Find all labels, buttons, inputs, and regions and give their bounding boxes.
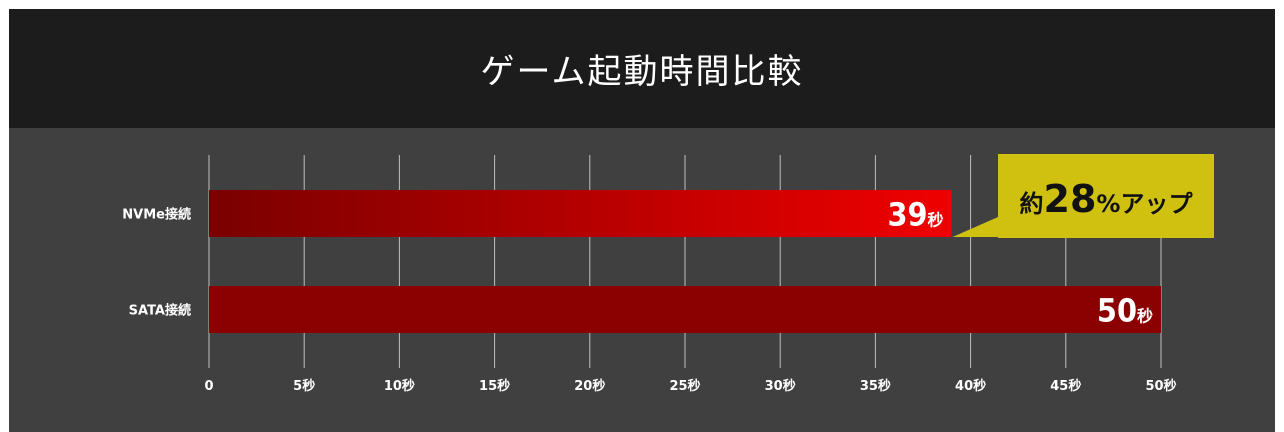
bar-value-label: 50秒 — [1097, 292, 1153, 330]
x-tick-label: 10秒 — [384, 378, 415, 394]
x-tick-label: 0 — [204, 379, 213, 394]
x-tick-label: 40秒 — [955, 378, 986, 394]
bar-nvme — [209, 190, 952, 237]
chart-header: ゲーム起動時間比較 — [9, 9, 1275, 128]
x-tick-label: 50秒 — [1145, 378, 1176, 394]
callout-text: 約28%アップ — [1020, 177, 1194, 221]
category-label: NVMe接続 — [122, 207, 191, 223]
bar-value-label: 39秒 — [887, 196, 943, 234]
x-tick-label: 15秒 — [479, 378, 510, 394]
x-tick-label: 30秒 — [765, 378, 796, 394]
x-tick-label: 35秒 — [860, 378, 891, 394]
category-label: SATA接続 — [129, 303, 191, 319]
callout-pointer — [952, 217, 998, 237]
x-tick-label: 20秒 — [574, 378, 605, 394]
bar-sata — [209, 286, 1161, 333]
x-tick-label: 25秒 — [669, 378, 700, 394]
callout-badge — [998, 154, 1214, 238]
chart-title: ゲーム起動時間比較 — [480, 52, 804, 92]
x-tick-label: 5秒 — [293, 378, 315, 394]
x-tick-label: 45秒 — [1050, 378, 1081, 394]
